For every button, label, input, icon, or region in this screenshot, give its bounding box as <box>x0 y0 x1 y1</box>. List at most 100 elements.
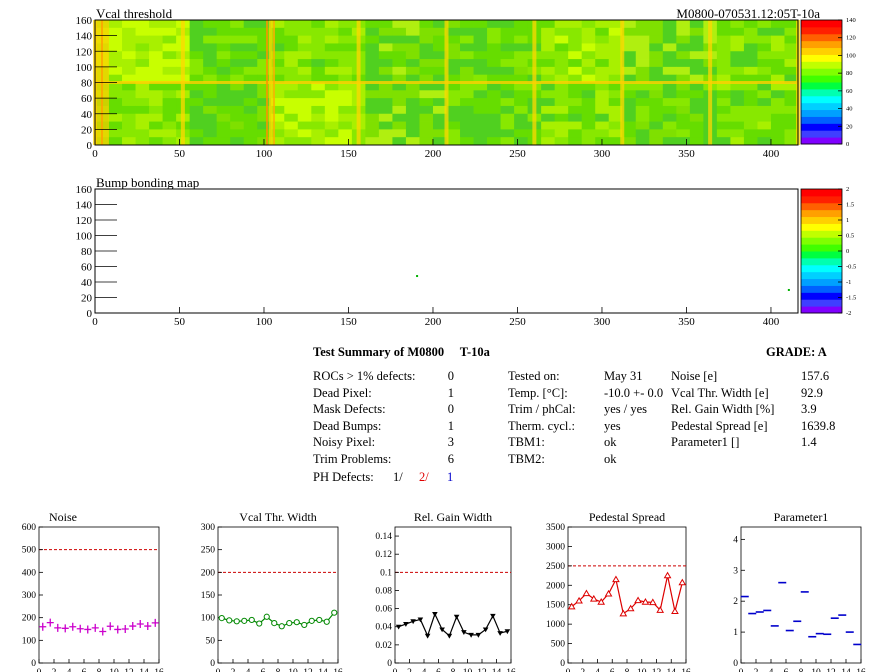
data-point <box>582 589 591 597</box>
x-tick-label: 4 <box>67 668 72 672</box>
x-tick-label: 6 <box>610 668 615 672</box>
data-point <box>54 623 62 632</box>
y-tick-label: 0 <box>210 659 215 669</box>
x-tick-label: 4 <box>595 668 600 672</box>
x-tick-label: 12 <box>652 668 662 672</box>
x-tick-label: 0 <box>92 316 98 328</box>
summary-label: Dead Pixel: <box>313 385 372 400</box>
data-point <box>61 624 69 633</box>
roc-plot: Vcal Thr. Width 0 50 100 150 200 250 300 0 2 4 6 8 10… <box>201 510 343 672</box>
y-tick-label: 0.02 <box>375 641 392 651</box>
data-point <box>678 578 687 586</box>
y-tick-label: 400 <box>22 568 37 578</box>
y-tick-label: 200 <box>201 568 216 578</box>
summary-label: Trim / phCal: <box>508 402 576 417</box>
y-tick-label: 4 <box>733 535 738 545</box>
x-tick-label: 2 <box>580 668 585 672</box>
y-tick-label: 1500 <box>546 601 565 611</box>
data-point <box>241 617 248 624</box>
data-point <box>432 612 438 617</box>
y-tick-label: 0.04 <box>375 623 392 633</box>
y-tick-label: 100 <box>201 614 216 624</box>
data-point <box>482 627 489 633</box>
scale-tick-label: 100 <box>846 52 856 59</box>
data-point <box>589 594 598 602</box>
x-tick-label: 4 <box>246 668 251 672</box>
data-point <box>671 607 679 615</box>
summary-value: 0 <box>447 369 454 383</box>
data-point <box>233 618 240 625</box>
data-point <box>641 597 650 605</box>
bump-defect <box>416 275 419 278</box>
x-tick-label: 150 <box>340 316 357 328</box>
x-tick-label: 250 <box>509 148 526 160</box>
x-tick-label: 16 <box>154 668 164 672</box>
x-tick-label: 2 <box>52 668 57 672</box>
y-tick-label: 60 <box>81 262 93 274</box>
data-point <box>410 619 416 625</box>
x-tick-label: 14 <box>667 668 677 672</box>
data-point <box>439 627 445 633</box>
scale-tick-label: -0.5 <box>846 264 856 271</box>
x-tick-label: 50 <box>174 148 186 160</box>
roc-plot: Parameter1012340246810121416 <box>733 510 866 672</box>
x-tick-label: 8 <box>625 668 630 672</box>
summary-label: Parameter1 [] <box>671 435 740 450</box>
x-tick-label: 10 <box>463 668 473 672</box>
plot-title: Parameter1 <box>774 510 829 524</box>
map-title: Bump bonding map <box>96 175 199 190</box>
x-tick-label: 2 <box>754 668 759 672</box>
x-tick-label: 0 <box>37 668 42 672</box>
summary-value: ok <box>604 452 617 466</box>
y-tick-label: 1 <box>733 628 738 638</box>
map-axes: 0 50 100 150 200 250 300 350 400 0 20 40 60 80 100 120 1… <box>76 15 780 160</box>
data-point <box>144 622 152 631</box>
plot-title: Pedestal Spread <box>589 510 665 524</box>
x-tick-label: 400 <box>763 148 780 160</box>
map-cells <box>416 275 790 291</box>
summary-value: 0 <box>447 402 454 417</box>
data-point <box>424 633 431 639</box>
data-point <box>417 617 424 623</box>
x-tick-label: 0 <box>739 668 744 672</box>
scale-tick-label: 2 <box>846 186 849 193</box>
scale-tick-label: 0 <box>846 141 849 148</box>
data-point <box>218 615 225 622</box>
summary-label: TBM2: <box>508 452 545 466</box>
y-tick-label: 2 <box>733 597 738 607</box>
data-point <box>84 625 92 634</box>
data-point <box>129 622 137 631</box>
data-point <box>69 622 77 631</box>
y-tick-label: 60 <box>81 93 93 105</box>
summary-label: Dead Bumps: <box>313 418 382 433</box>
y-tick-label: 150 <box>201 591 216 601</box>
data-point <box>99 627 107 636</box>
scale-tick-label: 1.5 <box>846 202 854 209</box>
x-tick-label: 8 <box>97 668 102 672</box>
summary-label: Pedestal Spread [e] <box>671 418 768 433</box>
y-tick-label: 0.12 <box>375 550 392 560</box>
data-point <box>308 617 315 624</box>
roc-plot: Noise 0 100 200 300 400 500 600 0 2 4 6 8 10 12 14 16 <box>22 510 164 672</box>
y-tick-label: 20 <box>81 293 93 305</box>
data-point <box>567 602 576 610</box>
data-point <box>91 623 99 632</box>
data-point <box>403 622 409 627</box>
y-tick-label: 3500 <box>546 523 565 533</box>
x-tick-label: 200 <box>425 148 442 160</box>
data-point <box>39 622 47 631</box>
summary-label: Therm. cycl.: <box>508 418 575 433</box>
plot-title: Noise <box>49 510 77 524</box>
x-tick-label: 12 <box>477 668 487 672</box>
data-point <box>136 620 144 629</box>
x-tick-label: 10 <box>637 668 647 672</box>
summary-title: Test Summary of M0800 T-10a <box>313 345 490 359</box>
x-tick-label: 100 <box>256 316 273 328</box>
roc-plot: Rel. Gain Width 0 0.02 0.04 0.06 0.08 0.1 0.12 0… <box>375 510 516 672</box>
scale-tick-label: -1.5 <box>846 295 856 302</box>
scale-tick-label: 40 <box>846 106 853 113</box>
y-tick-label: 140 <box>76 200 93 212</box>
data-point <box>316 616 323 624</box>
data-point <box>256 620 263 627</box>
plot-title: Rel. Gain Width <box>414 510 492 524</box>
